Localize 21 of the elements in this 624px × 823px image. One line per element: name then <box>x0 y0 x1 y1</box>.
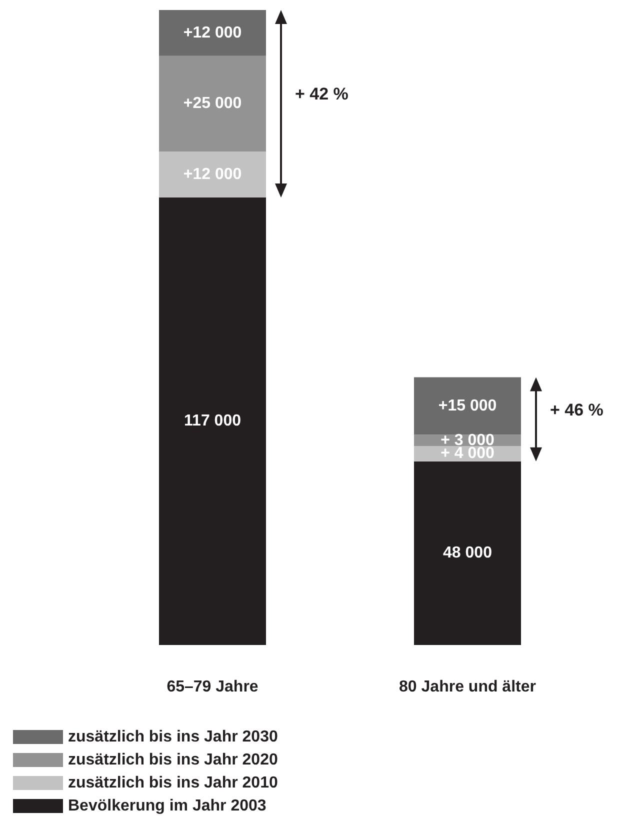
legend-label: zusätzlich bis ins Jahr 2030 <box>68 728 278 746</box>
data-label: +12 000 <box>183 24 242 42</box>
annotation: + 46 % <box>550 400 604 420</box>
x-tick-label: 80 Jahre und älter <box>399 678 536 696</box>
data-label: + 4 000 <box>440 445 495 462</box>
legend-label: zusätzlich bis ins Jahr 2010 <box>68 774 278 792</box>
data-label: +25 000 <box>183 95 242 112</box>
legend-label: zusätzlich bis ins Jahr 2020 <box>68 752 278 768</box>
bar <box>414 461 521 645</box>
annotation: + 42 % <box>295 84 348 104</box>
data-label: +15 000 <box>438 397 497 414</box>
data-label: 117 000 <box>184 412 242 430</box>
bar <box>159 10 266 56</box>
bar <box>159 197 266 645</box>
x-tick-label: 65–79 Jahre <box>166 678 258 696</box>
data-label: 48 000 <box>443 544 492 562</box>
bar <box>159 152 266 198</box>
legend-label: Bevölkerung im Jahr 2003 <box>68 798 266 814</box>
data-label: +12 000 <box>183 166 242 183</box>
bar <box>414 377 521 435</box>
bar <box>159 56 266 152</box>
